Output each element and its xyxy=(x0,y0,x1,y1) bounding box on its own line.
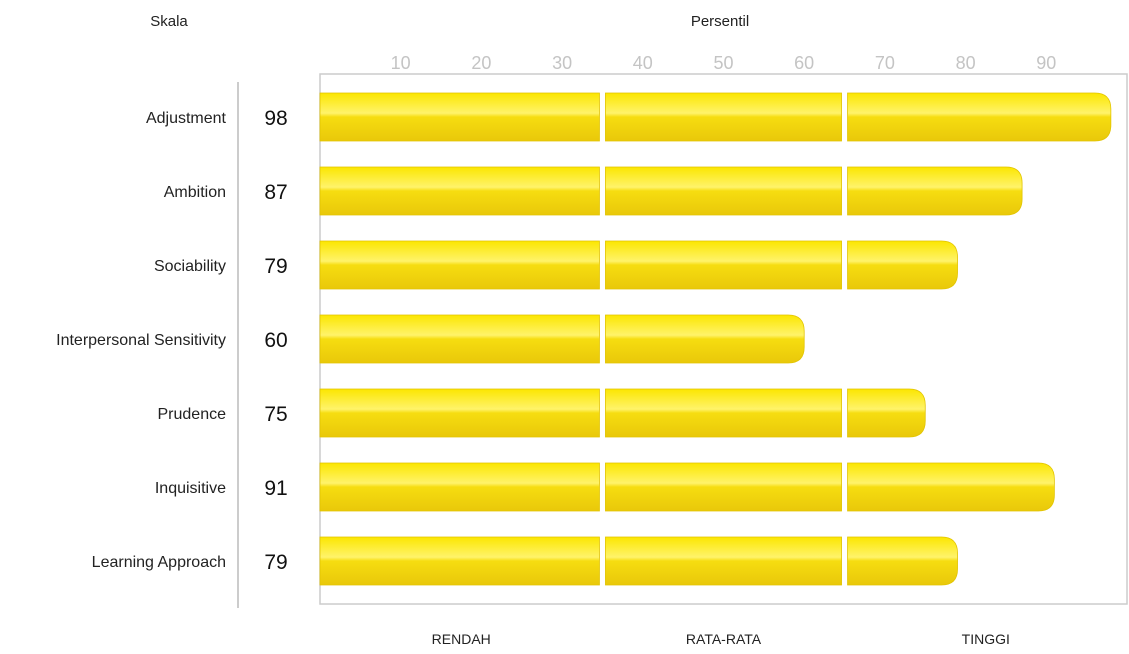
bar-segment xyxy=(847,462,1055,512)
x-tick-label: 50 xyxy=(713,53,733,73)
category-label: Inquisitive xyxy=(155,480,226,497)
bar-segment xyxy=(319,536,600,586)
x-tick-label: 90 xyxy=(1036,53,1056,73)
value-label: 79 xyxy=(264,255,287,278)
category-label: Ambition xyxy=(164,184,226,201)
x-tick-label: 30 xyxy=(552,53,572,73)
bar-row: Ambition 87 xyxy=(164,166,1023,216)
x-tick-label: 80 xyxy=(956,53,976,73)
x-tick-label: 10 xyxy=(391,53,411,73)
value-label: 91 xyxy=(264,477,287,500)
bar-row: Sociability 79 xyxy=(154,240,958,290)
bar-segment xyxy=(605,462,842,512)
bar-row: Inquisitive 91 xyxy=(155,462,1055,512)
x-tick-label: 40 xyxy=(633,53,653,73)
band-label: RATA-RATA xyxy=(686,631,762,647)
band-label: TINGGI xyxy=(962,631,1010,647)
category-label: Learning Approach xyxy=(92,554,226,571)
bar-segment xyxy=(605,92,842,142)
bar-segment xyxy=(605,166,842,216)
bar-segment xyxy=(605,388,842,438)
bar-segment xyxy=(605,314,805,364)
bar-row: Learning Approach 79 xyxy=(92,536,958,586)
bar-segment xyxy=(319,462,600,512)
header-percentile: Persentil xyxy=(691,13,749,30)
bar-segment xyxy=(847,92,1112,142)
value-label: 87 xyxy=(264,181,287,204)
bar-segment xyxy=(847,166,1023,216)
header-scale: Skala xyxy=(150,13,188,30)
bar-segment xyxy=(605,536,842,586)
band-label: RENDAH xyxy=(432,631,491,647)
bar-segment xyxy=(847,536,958,586)
bar-segment xyxy=(319,314,600,364)
x-tick-label: 20 xyxy=(471,53,491,73)
category-label: Adjustment xyxy=(146,110,227,127)
x-tick-label: 60 xyxy=(794,53,814,73)
value-label: 60 xyxy=(264,329,287,352)
category-label: Interpersonal Sensitivity xyxy=(56,332,226,349)
category-label: Sociability xyxy=(154,258,226,275)
bar-row: Adjustment 98 xyxy=(146,92,1112,142)
bar-segment xyxy=(319,240,600,290)
bar-segment xyxy=(319,92,600,142)
category-label: Prudence xyxy=(158,406,227,423)
bar-segment xyxy=(847,388,926,438)
bar-segment xyxy=(605,240,842,290)
value-label: 79 xyxy=(264,551,287,574)
x-tick-label: 70 xyxy=(875,53,895,73)
bar-segment xyxy=(319,388,600,438)
bar-segment xyxy=(319,166,600,216)
bar-row: Prudence 75 xyxy=(158,388,926,438)
bar-segment xyxy=(847,240,958,290)
value-label: 98 xyxy=(264,107,287,130)
bar-row: Interpersonal Sensitivity 60 xyxy=(56,314,805,364)
value-label: 75 xyxy=(264,403,287,426)
